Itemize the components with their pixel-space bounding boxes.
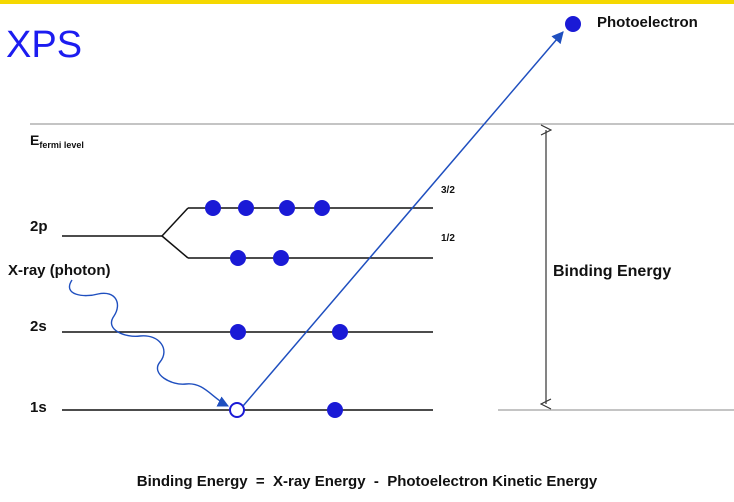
electron-2p12-2 — [273, 250, 289, 266]
level-2s-label: 2s — [30, 318, 47, 335]
split-12-label: 1/2 — [441, 233, 455, 244]
top-accent-bar — [0, 0, 734, 4]
photoelectron-label: Photoelectron — [597, 14, 698, 31]
electron-2p32-2 — [238, 200, 254, 216]
slide-title: XPS — [6, 24, 83, 66]
level-2p-split-lower — [161, 235, 189, 259]
electron-2s-2 — [332, 324, 348, 340]
split-32-label: 3/2 — [441, 185, 455, 196]
xray-photon-wave-arrow — [68, 279, 230, 407]
binding-energy-label: Binding Energy — [553, 263, 672, 280]
level-2p-label: 2p — [30, 218, 48, 235]
photoelectron-trajectory-arrow — [242, 31, 564, 407]
electron-2p32-1 — [205, 200, 221, 216]
xray-photon-label: X-ray (photon) — [8, 262, 111, 279]
electron-1s-filled — [327, 402, 343, 418]
binding-energy-formula: Binding Energy = X-ray Energy - Photoele… — [136, 473, 598, 490]
electron-2s-1 — [230, 324, 246, 340]
electron-1s-hole — [229, 402, 245, 418]
electron-2p32-3 — [279, 200, 295, 216]
electron-2p32-4 — [314, 200, 330, 216]
fermi-level-label: Efermi level — [30, 132, 84, 150]
level-2p-split-upper — [161, 207, 189, 237]
level-1s-label: 1s — [30, 399, 47, 416]
photoelectron-dot — [565, 16, 581, 32]
electron-2p12-1 — [230, 250, 246, 266]
